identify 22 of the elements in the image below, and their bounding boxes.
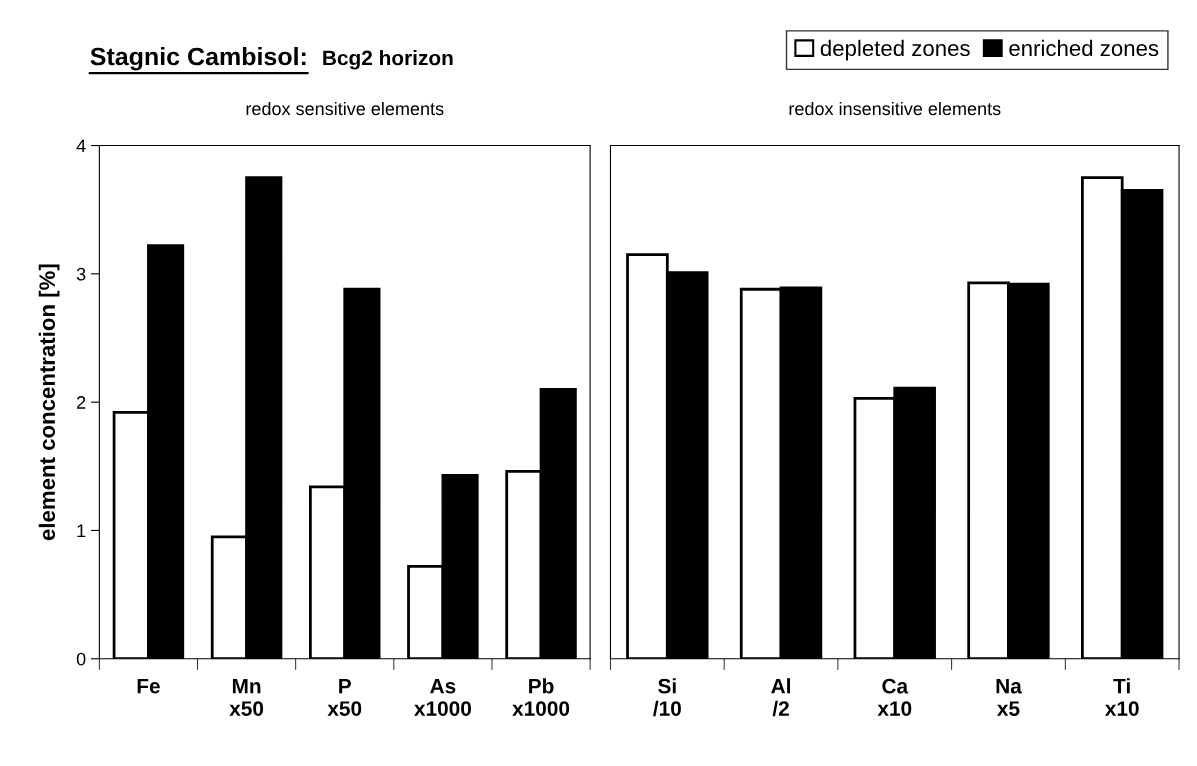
legend-label: enriched zones — [1009, 39, 1159, 57]
y-tick-label: 0 — [76, 652, 86, 666]
x-tick-label: P x50 — [327, 678, 362, 716]
x-tick-label: Ca x10 — [877, 678, 912, 716]
x-tick-label: Pb x1000 — [512, 678, 570, 716]
y-tick-label: 4 — [76, 139, 86, 153]
y-tick-label: 2 — [77, 396, 86, 409]
chart-title: Stagnic Cambisol: — [90, 46, 306, 71]
x-tick-label: Mn x50 — [229, 678, 264, 716]
y-tick-label: 1 — [77, 524, 86, 537]
y-axis-title: element concentration [%] — [38, 264, 60, 541]
y-tick-label: 3 — [76, 267, 86, 281]
x-tick-label: Na x5 — [996, 678, 1022, 716]
x-axis-title: redox insensitive elements — [789, 101, 1001, 116]
chart-subtitle: Bcg2 horizon — [323, 50, 453, 70]
x-tick-label: Fe — [137, 678, 160, 694]
x-tick-label: As x1000 — [414, 678, 472, 716]
x-tick-label: Al /2 — [771, 678, 790, 717]
x-tick-label: Ti x10 — [1104, 678, 1139, 716]
x-tick-label: Si /10 — [653, 678, 681, 717]
x-axis-title: redox sensitive elements — [246, 101, 444, 116]
legend-label: depleted zones — [820, 39, 970, 61]
